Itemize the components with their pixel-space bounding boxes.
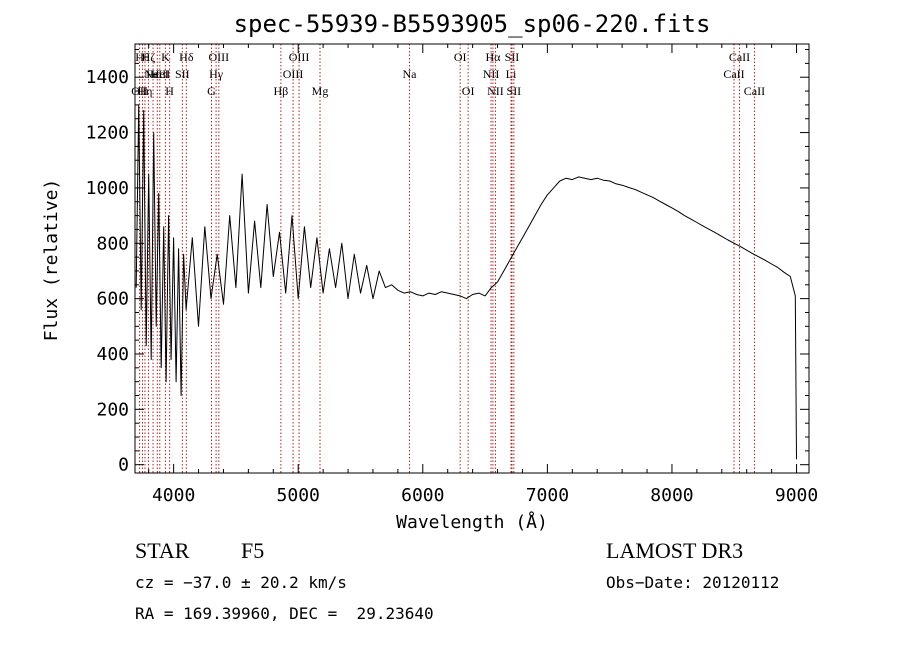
line-label-29: CaII (744, 84, 765, 98)
line-label-12: Hγ (209, 67, 224, 81)
chart-title: spec-55939-B5593905_sp06-220.fits (234, 10, 711, 38)
x-tick-label-5: 9000 (775, 485, 818, 506)
line-label-20: OI (462, 84, 475, 98)
x-axis-label: Wavelength (Å) (396, 511, 548, 533)
line-label-14: Hβ (273, 84, 288, 98)
y-tick-label-4: 800 (96, 233, 129, 254)
y-tick-label-2: 400 (96, 344, 129, 365)
line-label-10: Hδ (179, 50, 194, 64)
line-label-22: Hα (485, 50, 501, 64)
line-label-4: Hε (146, 67, 160, 81)
x-tick-label-1: 5000 (277, 485, 320, 506)
spectral-line-markers: OIIHθHηHζHεNeIIIHeIKHSIIHδGHγOIIIHβOIIIO… (131, 44, 765, 473)
line-label-13: OIII (209, 50, 230, 64)
line-label-18: Na (402, 67, 417, 81)
y-tick-label-5: 1000 (86, 178, 129, 199)
x-tick-label-4: 8000 (650, 485, 693, 506)
line-label-11: G (207, 84, 216, 98)
line-label-5: NeIII (144, 67, 170, 81)
observation-date: Obs−Date: 20120112 (606, 573, 780, 592)
redshift-velocity: cz = −37.0 ± 20.2 km/s (135, 573, 347, 592)
y-axis: 0 200 400 600 800 1000 1200 1400 (86, 49, 809, 476)
y-tick-label-6: 1200 (86, 123, 129, 144)
line-label-7: K (161, 50, 170, 64)
line-label-15: OIII (283, 67, 304, 81)
spectrum-series (135, 104, 797, 460)
line-label-19: OI (454, 50, 467, 64)
line-label-1: Hθ (135, 50, 150, 64)
line-label-6: HeI (151, 67, 169, 81)
y-tick-label-7: 1400 (86, 67, 129, 88)
object-type: STAR (135, 538, 190, 563)
y-tick-label-1: 200 (96, 399, 129, 420)
y-axis-label: Flux (relative) (41, 179, 62, 342)
line-label-2: Hη (137, 84, 152, 98)
line-label-24: Li (506, 67, 517, 81)
x-tick-label-0: 4000 (152, 485, 195, 506)
plot-frame (134, 43, 810, 474)
line-label-21: NII (483, 67, 500, 81)
spectrum-line (135, 104, 797, 460)
line-label-25: SII (505, 50, 520, 64)
line-label-3: Hζ (142, 50, 156, 64)
line-label-27: CaII (723, 67, 744, 81)
coordinates: RA = 169.39960, DEC = 29.23640 (135, 604, 434, 623)
y-tick-label-3: 600 (96, 289, 129, 310)
survey-name: LAMOST DR3 (606, 538, 744, 563)
line-label-26: SII (507, 84, 522, 98)
line-label-9: SII (175, 67, 190, 81)
line-label-28: CaII (729, 50, 750, 64)
line-label-17: Mg (312, 84, 329, 98)
x-tick-label-3: 7000 (526, 485, 569, 506)
line-label-16: OIII (289, 50, 310, 64)
line-label-23: NII (487, 84, 504, 98)
x-axis: 4000 5000 6000 7000 8000 9000 (148, 44, 818, 506)
line-label-8: H (165, 84, 174, 98)
x-tick-label-2: 6000 (401, 485, 444, 506)
object-subclass: F5 (241, 538, 265, 563)
y-tick-label-0: 0 (118, 455, 129, 476)
